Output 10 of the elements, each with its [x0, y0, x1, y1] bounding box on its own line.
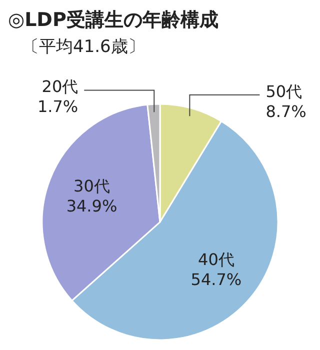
chart-title: ◎LDP受講生の年齢構成 — [8, 9, 218, 31]
data-label: 1.7% — [37, 97, 78, 116]
data-label: 54.7% — [190, 270, 242, 289]
slice-label: 40代 — [198, 250, 234, 269]
slice-label: 20代 — [42, 77, 78, 96]
slice-label: 50代 — [266, 82, 302, 101]
slice-label: 30代 — [74, 176, 110, 196]
data-label: 34.9% — [66, 196, 118, 216]
data-label: 8.7% — [266, 102, 306, 121]
chart-subtitle: 〔平均41.6歳〕 — [22, 37, 145, 57]
